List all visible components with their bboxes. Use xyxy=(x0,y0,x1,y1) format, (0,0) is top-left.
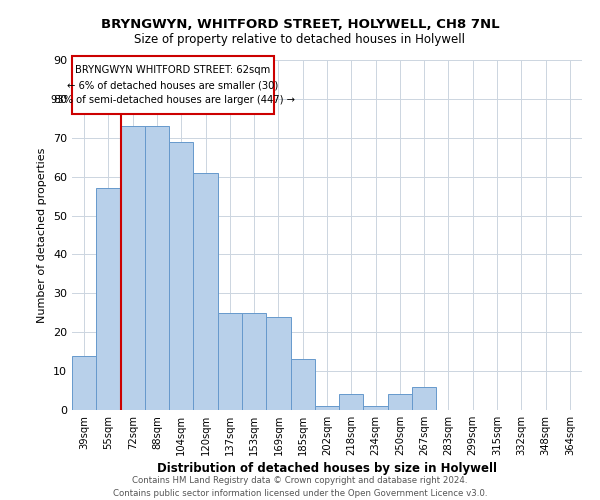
Bar xyxy=(96,188,121,410)
Bar xyxy=(388,394,412,410)
Bar xyxy=(266,316,290,410)
Bar xyxy=(121,126,145,410)
Bar xyxy=(315,406,339,410)
Bar xyxy=(242,313,266,410)
Bar xyxy=(145,126,169,410)
Bar xyxy=(364,406,388,410)
Text: Size of property relative to detached houses in Holywell: Size of property relative to detached ho… xyxy=(134,32,466,46)
FancyBboxPatch shape xyxy=(72,56,274,114)
Bar xyxy=(412,386,436,410)
Bar xyxy=(339,394,364,410)
Bar xyxy=(218,313,242,410)
Bar xyxy=(193,173,218,410)
Y-axis label: Number of detached properties: Number of detached properties xyxy=(37,148,47,322)
Bar xyxy=(72,356,96,410)
X-axis label: Distribution of detached houses by size in Holywell: Distribution of detached houses by size … xyxy=(157,462,497,475)
Text: Contains HM Land Registry data © Crown copyright and database right 2024.
Contai: Contains HM Land Registry data © Crown c… xyxy=(113,476,487,498)
Text: BRYNGWYN WHITFORD STREET: 62sqm
← 6% of detached houses are smaller (30)
93% of : BRYNGWYN WHITFORD STREET: 62sqm ← 6% of … xyxy=(51,66,295,105)
Bar xyxy=(169,142,193,410)
Text: BRYNGWYN, WHITFORD STREET, HOLYWELL, CH8 7NL: BRYNGWYN, WHITFORD STREET, HOLYWELL, CH8… xyxy=(101,18,499,30)
Bar xyxy=(290,360,315,410)
